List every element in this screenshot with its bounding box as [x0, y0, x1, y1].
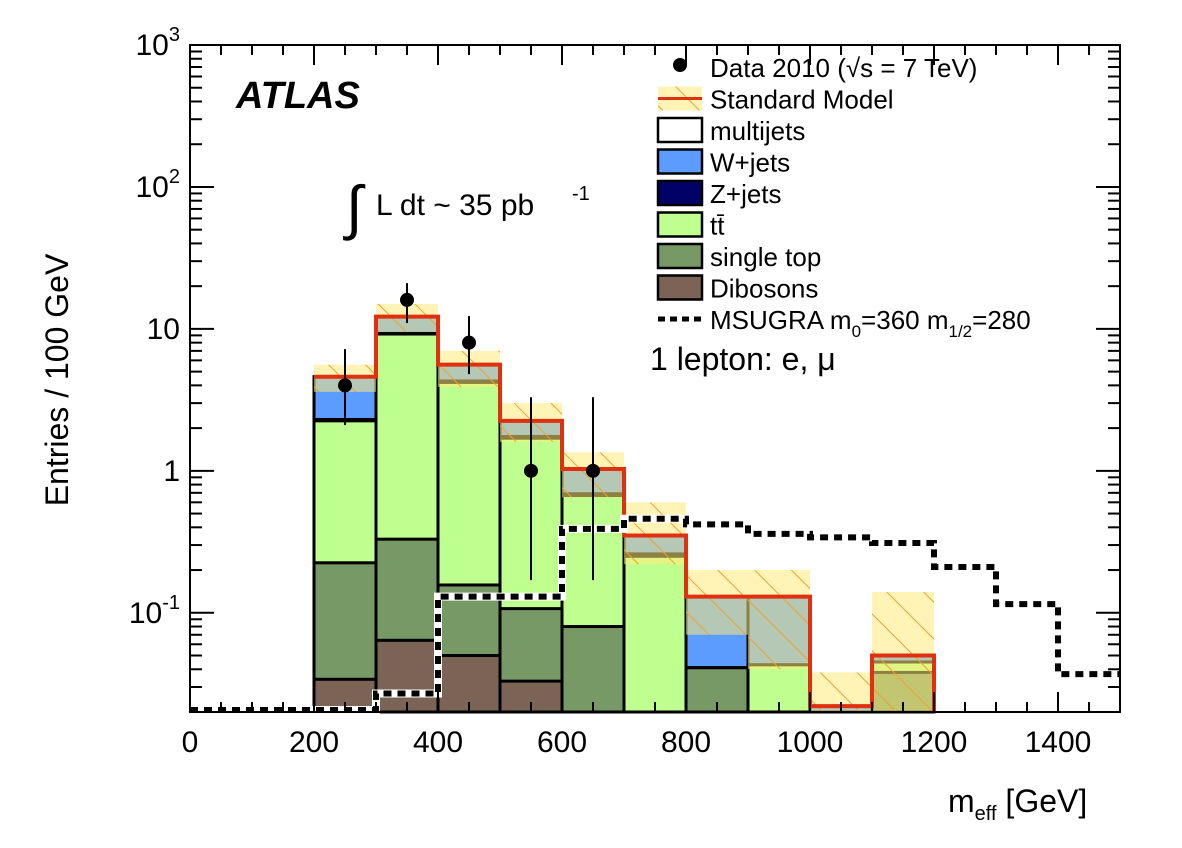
legend-label-msugra: MSUGRA m0=360 m1/2=280 — [710, 305, 1031, 341]
stack-bar-tt- — [622, 554, 688, 714]
legend-msugra-text: =280 — [972, 305, 1031, 335]
y-tick-label: 103 — [136, 24, 181, 62]
legend-data-text: √s = 7 TeV) — [846, 53, 978, 83]
y-tick-label: 10 — [147, 313, 180, 346]
channel-label: 1 lepton: e, μ — [650, 341, 836, 377]
data-point — [462, 335, 476, 350]
legend-msugra-text: 1/2 — [949, 322, 973, 341]
y-tick-label: 1 — [163, 455, 180, 488]
x-tick-label: 600 — [537, 726, 587, 759]
legend-data-text: Data 2010 ( — [710, 53, 846, 83]
legend-swatch-tt- — [656, 211, 704, 238]
svg-text:meff [GeV]: meff [GeV] — [948, 783, 1087, 825]
xlabel-main: m — [948, 783, 975, 819]
sm-uncertainty-band — [748, 570, 810, 670]
data-point — [524, 463, 538, 478]
atlas-label: ATLAS — [235, 75, 360, 117]
y-axis-label: Entries / 100 GeV — [39, 253, 75, 506]
legend-msugra-text: 0 — [852, 322, 861, 341]
x-tick-label: 1000 — [777, 726, 844, 759]
legend-label: single top — [710, 242, 821, 272]
y-tick-base: 10 — [136, 171, 169, 204]
legend-msugra-text: MSUGRA m — [710, 305, 852, 335]
luminosity-label: ∫ L dt ~ 35 pb -1 — [343, 174, 590, 241]
x-tick-label: 200 — [289, 726, 339, 759]
xlabel-sub: eff — [975, 803, 997, 825]
legend-msugra-text: =360 m — [861, 305, 948, 335]
stack-bar-single-top — [560, 625, 626, 714]
sm-uncertainty-band — [872, 592, 934, 712]
legend-swatch-dibosons — [656, 274, 704, 301]
y-tick-exp: 3 — [169, 24, 180, 46]
legend-label: Z+jets — [710, 179, 782, 209]
x-tick-label: 1400 — [1025, 726, 1092, 759]
y-tick-exp: -1 — [162, 592, 180, 614]
x-axis-label: meff [GeV] — [948, 783, 1087, 825]
y-tick-base: 1 — [163, 455, 180, 488]
sm-uncertainty-band — [624, 502, 686, 565]
x-tick-label: 1200 — [901, 726, 968, 759]
data-point — [586, 463, 600, 478]
xlabel-rest: [GeV] — [997, 783, 1088, 819]
legend-data-marker — [673, 58, 687, 72]
y-tick-label: 102 — [136, 166, 181, 204]
legend-swatch-w-jets — [656, 148, 704, 175]
y-tick-base: 10 — [129, 597, 162, 630]
signal-line-msugra — [190, 515, 1120, 713]
legend-label: multijets — [710, 116, 805, 146]
legend-label-standard-model: Standard Model — [710, 85, 894, 115]
sm-total-line — [314, 314, 936, 712]
lumi-exponent: -1 — [572, 183, 590, 205]
integral-sign: ∫ — [343, 174, 366, 241]
y-tick-base: 10 — [136, 29, 169, 62]
x-tick-label: 400 — [413, 726, 463, 759]
sm-uncertainty-band — [686, 570, 748, 635]
x-tick-label: 0 — [182, 726, 199, 759]
legend-label-data: Data 2010 (√s = 7 TeV) — [710, 53, 977, 83]
y-tick-base: 10 — [147, 313, 180, 346]
lumi-text: L dt ~ 35 pb — [376, 189, 534, 222]
x-tick-label: 800 — [661, 726, 711, 759]
legend-swatch-z-jets — [656, 179, 704, 207]
data-point — [338, 378, 352, 393]
y-tick-label: 10-1 — [129, 592, 180, 630]
stack-bar-dibosons — [374, 638, 440, 714]
y-tick-exp: 2 — [169, 166, 180, 188]
data-point — [400, 292, 414, 307]
legend: Data 2010 (√s = 7 TeV)Standard Modelmult… — [656, 53, 1031, 341]
legend-label: W+jets — [710, 148, 790, 178]
legend-swatch-single-top — [656, 242, 704, 270]
legend-label: Dibosons — [710, 274, 818, 304]
legend-label: tt̄ — [710, 211, 725, 241]
legend-swatch-multijets — [656, 116, 704, 144]
